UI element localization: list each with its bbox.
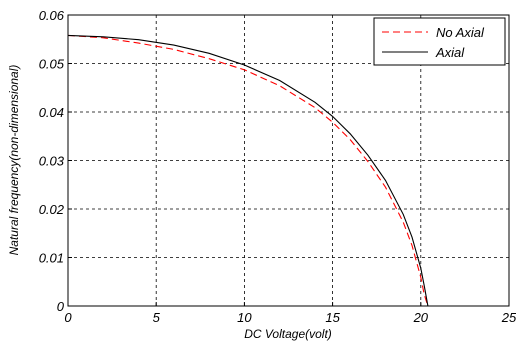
series-line-axial [67, 34, 429, 307]
x-axis-label: DC Voltage(volt) [244, 327, 332, 341]
y-tick-label: 0.02 [39, 202, 65, 217]
legend-label-axial: Axial [435, 45, 465, 60]
x-tick-label: 15 [325, 310, 340, 325]
tick-marks [67, 14, 510, 307]
x-tick-labels: 0 5 10 15 20 25 [64, 310, 516, 325]
y-axis-label: Natural frequency(non-dimensional) [7, 65, 21, 256]
series-line-no-axial [67, 34, 429, 307]
legend-label-no-axial: No Axial [436, 25, 485, 40]
x-tick-label: 10 [237, 310, 252, 325]
y-tick-label: 0.05 [39, 57, 65, 72]
x-tick-label: 20 [413, 310, 429, 325]
y-tick-labels: 0 0.01 0.02 0.03 0.04 0.05 0.06 [39, 8, 65, 314]
y-tick-label: 0 [57, 299, 65, 314]
y-tick-label: 0.03 [39, 154, 65, 169]
legend: No Axial Axial [373, 17, 506, 66]
series-lines [67, 34, 429, 307]
y-tick-label: 0.06 [39, 8, 65, 23]
x-tick-label: 0 [64, 310, 72, 325]
x-tick-label: 25 [501, 310, 516, 325]
y-tick-label: 0.01 [39, 251, 64, 266]
x-tick-label: 5 [153, 310, 161, 325]
y-tick-label: 0.04 [39, 105, 64, 120]
grid-lines [68, 15, 509, 306]
legend-box [373, 17, 506, 66]
